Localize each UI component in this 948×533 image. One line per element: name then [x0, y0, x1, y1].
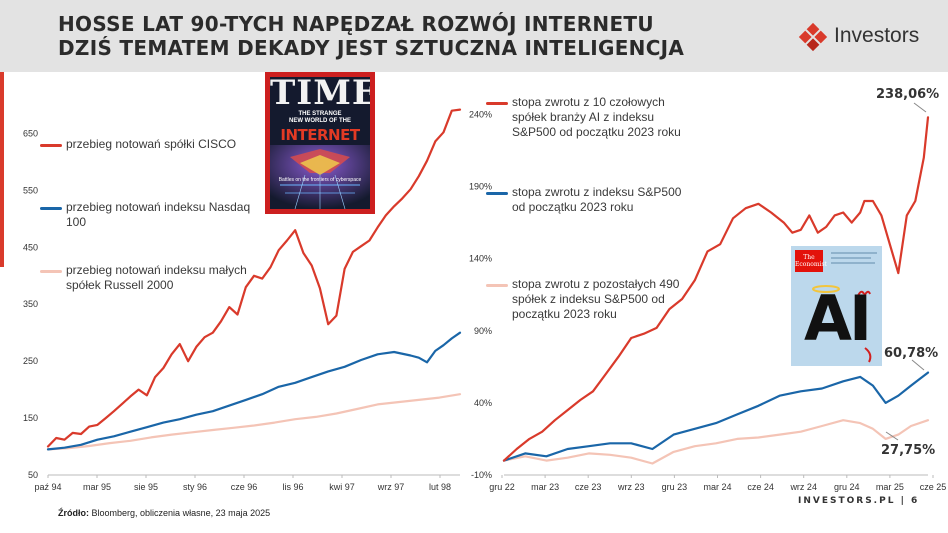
callout-leader-0 — [913, 102, 927, 113]
economist-headline: AI — [803, 282, 872, 355]
y-tick-label: 40% — [474, 398, 492, 408]
chart-left: 50 150 250 350 450 550 650 paź 94 mar 95 sie 95 st… — [23, 108, 462, 492]
x-tick-label: wrz 97 — [377, 482, 405, 492]
footer-site: INVESTORS.PL — [798, 496, 896, 506]
series-line-2 — [46, 393, 462, 451]
source-note: Źródło: Bloomberg, obliczenia własne, 23… — [58, 508, 270, 518]
legend-label-cisco: przebieg notowań spółki CISCO — [66, 137, 237, 151]
legend-swatch-rest490 — [486, 284, 508, 287]
callout-rest490-return: 27,75% — [881, 443, 936, 458]
legend-swatch-russell — [40, 270, 62, 273]
x-tick-label: cze 23 — [575, 482, 602, 492]
series-line-1 — [502, 371, 930, 462]
x-tick-label: mar 25 — [876, 482, 904, 492]
footer-page-number: 6 — [911, 496, 920, 506]
economist-cover-art — [812, 285, 872, 363]
y-tick-label: 90% — [474, 326, 492, 336]
x-tick-label: sie 95 — [134, 482, 158, 492]
x-tick-label: lut 98 — [429, 482, 451, 492]
y-tick-label: 240% — [469, 109, 492, 119]
callout-leader-2 — [885, 431, 899, 441]
source-text: Bloomberg, obliczenia własne, 23 maja 20… — [91, 508, 271, 518]
x-tick-label: gru 24 — [834, 482, 860, 492]
x-tick-label: cze 96 — [231, 482, 258, 492]
time-masthead: TIME — [270, 77, 370, 113]
legend-swatch-sp500 — [486, 192, 508, 195]
y-tick-label: 150 — [23, 413, 38, 423]
y-tick-label: 250 — [23, 356, 38, 366]
x-tick-label: paź 94 — [34, 482, 61, 492]
x-tick-label: mar 95 — [83, 482, 111, 492]
x-tick-label: cze 24 — [747, 482, 774, 492]
time-subtitle-2: NEW WORLD OF THE — [289, 118, 351, 124]
y-tick-label: 650 — [23, 128, 38, 138]
title-line-1: HOSSE LAT 90-TYCH NAPĘDZAŁ ROZWÓJ INTERN… — [58, 12, 654, 36]
footer-separator: | — [900, 496, 906, 506]
time-cover-art — [270, 145, 370, 209]
y-tick-label: -10% — [471, 470, 492, 480]
y-tick-label: 50 — [28, 470, 38, 480]
series-line-0 — [46, 108, 462, 448]
legend-label-sp500: stopa zwrotu z indeksu S&P500 od początk… — [512, 185, 682, 214]
legend-swatch-ai — [486, 102, 508, 105]
legend-label-nasdaq: przebieg notowań indeksu Nasdaq 100 — [66, 200, 251, 229]
time-subtitle: THE STRANGE NEW WORLD OF THE — [270, 111, 370, 125]
source-label: Źródło: — [58, 508, 89, 518]
footer: INVESTORS.PL | 6 — [798, 496, 919, 506]
legend-label-russell: przebieg notowań indeksu małych spółek R… — [66, 263, 247, 292]
time-caption: Battles on the frontiers of cyberspace — [278, 177, 362, 183]
y-tick-label: 190% — [469, 182, 492, 192]
logo-text: Investors — [834, 24, 920, 47]
legend-swatch-nasdaq — [40, 207, 62, 210]
x-tick-label: sty 96 — [183, 482, 207, 492]
economist-masthead-1: The — [803, 254, 815, 261]
callout-sp500-return: 60,78% — [884, 346, 939, 361]
time-subtitle-1: THE STRANGE — [298, 111, 342, 117]
time-magazine-cover: TIME THE STRANGE NEW WORLD OF THE INTERN… — [265, 72, 375, 214]
y-tick-label: 450 — [23, 242, 38, 252]
y-tick-label: 140% — [469, 254, 492, 264]
series-line-0 — [502, 116, 930, 462]
page-title: HOSSE LAT 90-TYCH NAPĘDZAŁ ROZWÓJ INTERN… — [58, 12, 684, 60]
investors-logo: Investors — [796, 20, 926, 54]
y-tick-label: 350 — [23, 299, 38, 309]
callout-leader-1 — [911, 359, 925, 371]
time-headline: INTERNET — [280, 126, 360, 144]
investors-logo-icon — [798, 22, 828, 52]
x-tick-label: mar 24 — [703, 482, 731, 492]
header-bar — [0, 0, 948, 72]
economist-masthead: The Economist — [795, 250, 827, 272]
x-tick-label: cze 25 — [920, 482, 947, 492]
x-tick-label: mar 23 — [531, 482, 559, 492]
series-line-2 — [502, 419, 930, 465]
charts-area: 50 150 250 350 450 550 650 paź 94 mar 95 sie 95 st… — [23, 102, 947, 492]
chart-right: -10% 40% 90% 140% 190% 240% gru 22 mar 23 cze 23… — [469, 102, 947, 492]
legend-label-rest490: stopa zwrotu z pozostałych 490 spółek z … — [512, 277, 680, 321]
x-tick-label: lis 96 — [282, 482, 303, 492]
series-line-1 — [46, 331, 462, 451]
legend-label-ai: stopa zwrotu z 10 czołowych spółek branż… — [512, 95, 681, 139]
accent-bar — [0, 72, 4, 267]
x-tick-label: wrz 24 — [789, 482, 817, 492]
title-line-2: DZIŚ TEMATEM DEKADY JEST SZTUCZNA INTELI… — [58, 36, 685, 60]
y-tick-label: 550 — [23, 185, 38, 195]
economist-magazine-cover: The Economist AI — [791, 246, 882, 366]
x-tick-label: gru 22 — [489, 482, 515, 492]
callout-ai-return: 238,06% — [876, 87, 940, 102]
legend-swatch-cisco — [40, 144, 62, 147]
x-tick-label: kwi 97 — [329, 482, 355, 492]
x-tick-label: gru 23 — [662, 482, 688, 492]
x-tick-label: wrz 23 — [617, 482, 645, 492]
economist-masthead-2: Economist — [795, 261, 827, 268]
